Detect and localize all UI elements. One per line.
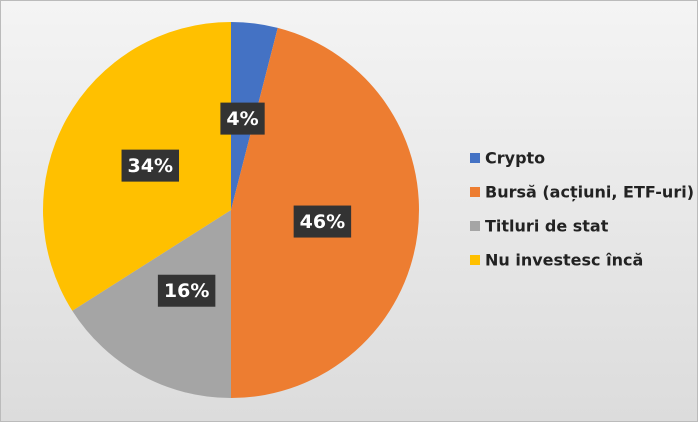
- data-label-box: [293, 205, 352, 238]
- data-label-group: 16%: [157, 274, 216, 307]
- legend-label: Nu investesc încă: [485, 251, 643, 270]
- data-label: 34%: [128, 155, 173, 177]
- data-label: 4%: [226, 108, 258, 130]
- data-label-group: 4%: [220, 102, 265, 135]
- legend-swatch: [470, 153, 480, 163]
- data-label-group: 34%: [121, 149, 180, 182]
- data-label-box: [157, 274, 216, 307]
- legend-swatch: [470, 255, 480, 265]
- data-label: 46%: [300, 211, 345, 233]
- legend-swatch: [470, 221, 480, 231]
- legend-label: Bursă (acțiuni, ETF-uri): [485, 183, 694, 202]
- legend-label: Crypto: [485, 149, 545, 168]
- legend-label: Titluri de stat: [485, 217, 609, 236]
- pie-slice: [72, 210, 231, 398]
- data-label-box: [121, 149, 180, 182]
- data-label-box: [220, 102, 265, 135]
- data-label: 16%: [164, 280, 209, 302]
- data-label-group: 46%: [293, 205, 352, 238]
- legend-swatch: [470, 187, 480, 197]
